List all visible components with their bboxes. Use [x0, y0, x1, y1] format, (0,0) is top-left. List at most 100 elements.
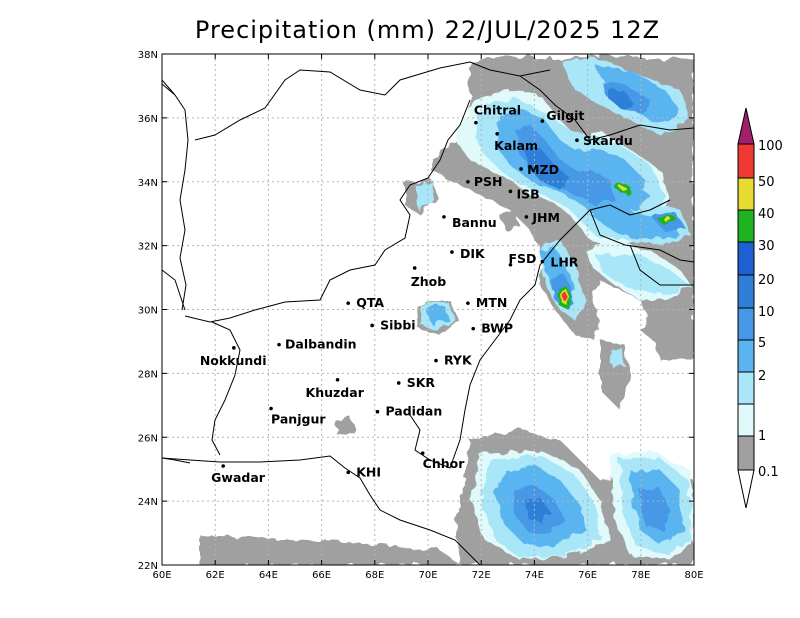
city-label: Kalam [494, 138, 538, 153]
city-label: SKR [407, 375, 436, 390]
lat-tick-label: 32N [138, 242, 158, 253]
city-label: Gilgit [546, 108, 584, 123]
colorbar-label: 40 [758, 207, 775, 222]
lon-tick-label: 72E [472, 570, 491, 581]
city-label: Khuzdar [306, 385, 365, 400]
city-marker [434, 358, 438, 363]
lat-tick-label: 34N [138, 178, 158, 189]
lon-tick-label: 78E [631, 570, 650, 581]
city-label: BWP [481, 321, 513, 336]
lat-tick-label: 36N [138, 114, 158, 125]
colorbar: 100 50 40 30 20 10 5 2 1 0.1 [737, 107, 783, 509]
city-label: Skardu [583, 133, 633, 148]
city-label: FSD [508, 251, 536, 266]
city-label: Dalbandin [285, 337, 357, 352]
colorbar-segment [737, 307, 755, 341]
city-marker [420, 451, 425, 456]
map-title: Precipitation (mm) 22/JUL/2025 12Z [194, 16, 661, 44]
city-marker [412, 266, 417, 270]
lon-tick-label: 80E [684, 570, 703, 581]
city-marker [269, 406, 273, 411]
colorbar-label: 1 [758, 429, 766, 444]
colorbar-label: 100 [758, 139, 783, 154]
lat-tick-label: 24N [138, 497, 158, 508]
city-marker [540, 259, 545, 264]
city-label: Bannu [452, 215, 497, 230]
lon-tick-label: 76E [578, 570, 597, 581]
lat-tick-label: 26N [138, 433, 158, 444]
colorbar-underflow-triangle [737, 469, 755, 509]
city-label: Chitral [474, 103, 521, 118]
city-marker [370, 323, 374, 328]
city-marker [471, 326, 476, 331]
country-boundaries [162, 61, 694, 565]
city-label: JHM [531, 210, 560, 225]
lat-tick-label: 22N [138, 561, 158, 572]
city-marker [346, 301, 351, 305]
colorbar-label: 10 [758, 305, 775, 320]
city-marker [466, 301, 470, 305]
city-marker [466, 179, 470, 184]
colorbar-label: 30 [758, 239, 775, 254]
colorbar-label: 50 [758, 175, 775, 190]
colorbar-segment [737, 209, 755, 243]
city-label: DIK [460, 246, 486, 261]
city-label: KHI [356, 464, 381, 479]
city-marker [519, 167, 523, 171]
colorbar-label: 5 [758, 336, 766, 351]
city-label: ISB [516, 186, 539, 201]
colorbar-segment [737, 371, 755, 405]
lon-tick-label: 60E [152, 570, 171, 581]
city-label: Sibbi [380, 317, 415, 332]
city-label: PSH [474, 174, 503, 189]
axis-ticks: 60E 62E 64E 66E 68E 70E 72E 74E 76E 78E 80E 38N 36N 3… [138, 50, 704, 581]
colorbar-segment [737, 403, 755, 437]
city-marker [442, 215, 446, 219]
city-marker [335, 377, 340, 382]
lat-tick-label: 38N [138, 50, 158, 61]
colorbar-segment [737, 435, 755, 471]
city-marker [375, 409, 380, 414]
city-label: Nokkundi [200, 353, 267, 368]
lat-lon-grid [162, 54, 694, 565]
lon-tick-label: 68E [365, 570, 384, 581]
lat-tick-label: 30N [138, 306, 158, 317]
city-label: MTN [476, 295, 507, 310]
city-marker [474, 120, 478, 125]
lat-tick-label: 28N [138, 369, 158, 380]
city-label: Panjgur [271, 412, 326, 427]
city-label: Zhob [411, 274, 447, 289]
lon-tick-label: 70E [418, 570, 437, 581]
city-marker [495, 132, 499, 136]
lon-tick-label: 64E [259, 570, 278, 581]
city-marker [450, 250, 454, 254]
city-marker [221, 464, 225, 468]
lon-tick-label: 74E [525, 570, 544, 581]
city-label: Chhor [423, 456, 466, 471]
lon-tick-label: 66E [312, 570, 331, 581]
colorbar-segment [737, 339, 755, 373]
city-label: Padidan [385, 404, 442, 419]
city-marker [524, 215, 529, 219]
colorbar-label: 0.1 [758, 465, 779, 480]
colorbar-segment [737, 274, 755, 309]
city-label: LHR [550, 255, 578, 270]
city-marker [277, 342, 281, 347]
colorbar-label: 2 [758, 369, 766, 384]
city-marker [508, 189, 513, 194]
city-marker [575, 138, 579, 143]
city-label: Gwadar [211, 470, 266, 485]
city-marker [232, 346, 236, 350]
colorbar-segment [737, 143, 755, 179]
city-markers: Chitral Gilgit Kalam Skardu MZD PSH ISB JHM Bann… [200, 103, 633, 485]
city-marker [508, 262, 513, 267]
lon-tick-label: 62E [206, 570, 225, 581]
city-marker [540, 119, 545, 123]
city-marker [396, 381, 401, 385]
colorbar-label: 20 [758, 273, 775, 288]
colorbar-segment [737, 177, 755, 211]
city-label: RYK [444, 353, 473, 368]
city-label: QTA [356, 295, 384, 310]
city-label: MZD [527, 162, 559, 177]
